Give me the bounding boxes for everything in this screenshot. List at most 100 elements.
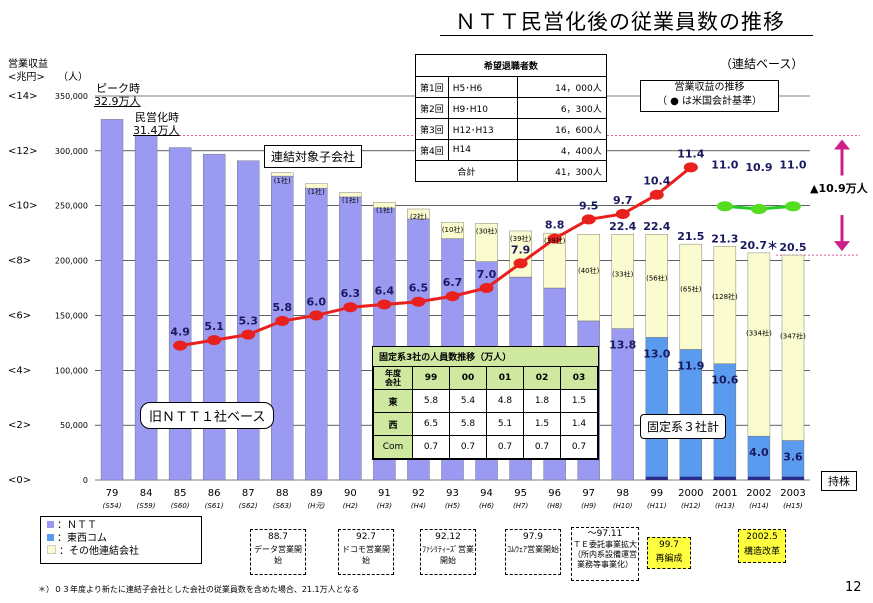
value-cell: 1.8 (523, 389, 561, 413)
footnote: ＊）０３年度より新たに連結子会社とした会社の従業員数を含めた場合、21.1万人と… (38, 585, 360, 594)
y-tick-label: 100,000 (55, 366, 88, 375)
y-tick-label: 150,000 (55, 311, 88, 320)
event-date: 99.7 (658, 540, 680, 550)
revenue-axis-tick: <4> (8, 365, 31, 376)
revenue-axis-tick: <14> (8, 91, 37, 102)
revenue-value-label: 7.9 (511, 243, 531, 256)
bar-total-label: 22.4 (609, 220, 636, 233)
retirement-table: 希望退職者数 第1回 H5･H6 14，000人 第2回 H9･H10 6，300人 第… (415, 54, 607, 182)
fixed-table-title: 固定系3社の人員数推移（万人） (379, 353, 512, 363)
bar-total-label: 20.5 (779, 241, 806, 254)
legend: ：ＮＴＴ ：東西コム ：その他連結会社 (40, 516, 202, 564)
event-date: 2002.5 (746, 532, 778, 542)
revenue-value-label: 6.7 (443, 276, 463, 289)
bar-other (577, 234, 600, 322)
legend-swatch (47, 534, 54, 541)
company-cell: 西 (373, 412, 413, 436)
header-year: 年度 (385, 369, 401, 378)
x-tick-label: 90 (344, 488, 357, 499)
revenue-point (207, 335, 222, 346)
x-tick-sublabel: (H元) (307, 502, 325, 510)
usgaap-point (784, 201, 801, 212)
x-tick-label: 99 (650, 488, 663, 499)
revenue-point (275, 315, 290, 326)
year-header: 00 (449, 366, 487, 390)
revenue-legend-note: （ ● は米国会計基準） (656, 96, 763, 107)
revenue-value-label: 11.0 (711, 158, 738, 171)
round-cell: 第3回 (415, 118, 449, 140)
event-box: 97.9 ｺﾑｳｪｱ営業開始 (505, 529, 561, 575)
bar-other (645, 234, 668, 338)
revenue-value-label: 5.1 (204, 320, 224, 333)
subsidiary-count-label: (10社) (442, 225, 464, 234)
retirement-table-title: 希望退職者数 (415, 54, 607, 77)
bar-holding (713, 476, 736, 480)
count-cell: 16，600人 (516, 118, 607, 140)
period-cell: H14 (447, 139, 518, 161)
year-header: 01 (486, 366, 524, 390)
x-tick-label: 94 (480, 488, 493, 499)
count-cell: 6，300人 (516, 97, 607, 119)
x-tick-sublabel: (H10) (613, 502, 633, 510)
legend-swatch (47, 545, 56, 554)
x-tick-label: 95 (514, 488, 527, 499)
value-cell: 0.7 (449, 435, 487, 459)
company-cell: 東 (373, 389, 413, 413)
x-tick-sublabel: (S59) (137, 502, 156, 510)
x-tick-label: 79 (106, 488, 119, 499)
subsidiary-count-label: (39社) (510, 234, 532, 243)
revenue-point (581, 214, 596, 225)
x-tick-sublabel: (H5) (445, 502, 460, 510)
event-desc: ﾌｧｼﾘﾃｨｰｽﾞ営業開始 (422, 545, 474, 565)
subsidiary-count-label: (1社) (342, 196, 359, 205)
x-tick-label: 85 (174, 488, 187, 499)
bar-holding (747, 476, 770, 480)
table-row-total: 合計 41，300人 (415, 160, 607, 182)
consolidated-subsidiary-label: 連結対象子会社 (264, 145, 363, 168)
revenue-axis-tick: <6> (8, 310, 31, 321)
table-row: 西 6.5 5.8 5.1 1.5 1.4 (373, 412, 598, 436)
x-tick-sublabel: (H8) (547, 502, 562, 510)
holding-label: 持株 (821, 471, 857, 491)
revenue-point (649, 189, 664, 200)
event-desc: ＴＥ委託事業拡大（所内系設備運営業務等事業化） (573, 540, 637, 569)
x-tick-label: 98 (616, 488, 629, 499)
table-row: 東 5.8 5.4 4.8 1.8 1.5 (373, 389, 598, 413)
y-tick-label: 250,000 (55, 202, 88, 211)
x-tick-sublabel: (H3) (377, 502, 392, 510)
revenue-point (683, 162, 698, 173)
x-tick-sublabel: (H13) (715, 502, 735, 510)
bar-other (713, 246, 737, 364)
revenue-value-label: 7.0 (477, 268, 497, 281)
revenue-value-label: 9.5 (579, 199, 599, 212)
count-cell: 4，400人 (516, 139, 607, 161)
revenue-point (547, 233, 562, 244)
x-tick-label: 2002 (746, 488, 771, 499)
left-axis-unit: <兆円> (8, 72, 45, 83)
revenue-point (411, 296, 426, 307)
reduction-arrow-head (834, 139, 850, 150)
bar-inner-label: 13.0 (643, 347, 670, 360)
bar-total-label: 20.7＊ (740, 239, 778, 252)
subsidiary-count-label: (1社) (376, 205, 393, 214)
legend-label: ：ＮＴＴ (57, 520, 97, 531)
bar-other (441, 221, 464, 239)
old-ntt-label: 旧ＮＴＴ１社ベース (140, 402, 275, 429)
bar-other (407, 208, 430, 220)
event-desc: 構造改革 (743, 547, 780, 557)
page-title: ＮＴＴ民営化後の従業員数の推移 (455, 10, 785, 34)
bar-other (543, 232, 566, 289)
corner-header: 年度 会社 (373, 366, 413, 390)
revenue-point (479, 283, 494, 293)
revenue-point (615, 208, 630, 219)
revenue-value-label: 4.9 (170, 326, 190, 339)
bar-inner-label: 10.6 (711, 374, 738, 387)
event-box: 2002.5 構造改革 (738, 529, 786, 563)
event-date: 92.12 (435, 532, 461, 542)
privatization-value: 31.4万人 (133, 124, 180, 137)
x-tick-sublabel: (H7) (513, 502, 528, 510)
bar-ntt (100, 119, 124, 481)
bar-ntt (168, 147, 192, 481)
legend-label: ：東西コム (57, 533, 107, 544)
